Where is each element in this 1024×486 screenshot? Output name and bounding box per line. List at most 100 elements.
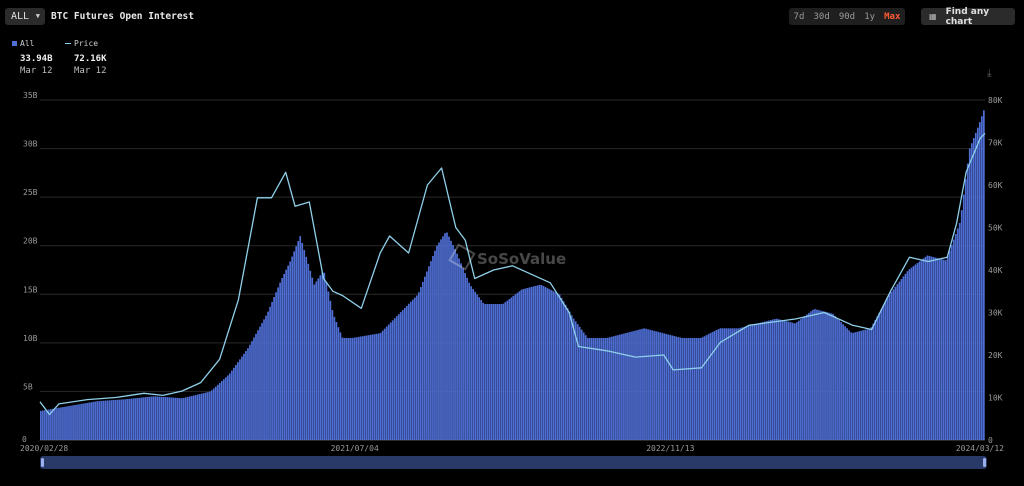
oi-bar <box>204 392 207 440</box>
oi-bar <box>162 396 165 440</box>
oi-bar <box>60 407 62 440</box>
oi-bar <box>735 328 738 440</box>
watermark: SoSoValue <box>448 243 567 271</box>
oi-bar <box>112 400 115 440</box>
range-30d[interactable]: 30d <box>813 11 830 22</box>
oi-bar <box>918 261 921 440</box>
oi-bar <box>202 393 205 440</box>
oi-bar <box>600 338 603 440</box>
oi-bar <box>229 373 231 440</box>
oi-bar <box>566 308 569 440</box>
oi-bar <box>222 379 225 440</box>
oi-bar <box>683 338 686 440</box>
oi-bar <box>251 341 253 440</box>
oi-bar <box>892 289 895 440</box>
oi-bar <box>186 396 189 440</box>
x-tick-label: 2020/02/28 <box>20 444 68 453</box>
oi-bar <box>705 335 708 440</box>
oi-bar <box>550 290 553 440</box>
range-navigator[interactable] <box>40 456 987 469</box>
oi-bar <box>283 273 285 440</box>
oi-bar <box>594 338 597 440</box>
range-max[interactable]: Max <box>884 11 901 22</box>
oi-bar <box>852 332 855 440</box>
oi-bar <box>377 333 380 440</box>
range-7d[interactable]: 7d <box>793 11 805 22</box>
oi-bar <box>144 397 147 440</box>
oi-bar <box>733 328 736 440</box>
oi-bar <box>387 324 390 440</box>
legend-label-price: Price <box>74 39 99 48</box>
oi-bar <box>420 287 422 440</box>
oi-bar <box>649 329 651 440</box>
navigator-right-handle[interactable] <box>983 458 986 467</box>
oi-bar <box>78 404 80 440</box>
oi-bar <box>245 351 247 440</box>
oi-bar <box>114 399 117 440</box>
oi-bar <box>285 269 288 440</box>
sosovalue-logo-icon <box>448 243 476 271</box>
oi-bar <box>496 304 499 440</box>
oi-bar <box>771 319 774 440</box>
oi-bar <box>357 336 360 440</box>
oi-bar <box>882 305 885 440</box>
oi-bar <box>552 291 555 440</box>
oi-bar <box>70 405 72 440</box>
oi-bar <box>371 334 374 440</box>
oi-bar <box>494 304 497 440</box>
oi-bar <box>693 338 696 440</box>
oi-bar <box>894 286 897 440</box>
oi-bar <box>317 278 320 440</box>
oi-bar <box>916 262 919 440</box>
range-90d[interactable]: 90d <box>838 11 856 22</box>
oi-bar <box>816 309 818 440</box>
find-any-chart-button[interactable]: ▦ Find any chart <box>921 7 1015 27</box>
oi-bar <box>775 318 778 440</box>
oi-bar <box>361 336 364 440</box>
oi-bar <box>184 397 187 440</box>
oi-bar <box>946 256 949 440</box>
legend-item-price[interactable]: Price <box>65 39 98 48</box>
oi-bar <box>456 253 458 440</box>
oi-bar <box>647 329 649 440</box>
oi-bar <box>751 324 754 440</box>
oi-bar <box>884 301 887 440</box>
oi-bar <box>572 318 575 440</box>
oi-bar <box>239 359 241 440</box>
y-left-tick-label: 35B <box>23 91 38 100</box>
oi-bar <box>96 401 99 440</box>
oi-bar <box>890 291 893 440</box>
oi-bar <box>428 266 430 440</box>
oi-bar <box>570 315 573 440</box>
oi-bar <box>154 396 157 440</box>
watermark-text: SoSoValue <box>477 250 567 268</box>
oi-bar <box>753 324 756 440</box>
oi-bar <box>942 259 945 440</box>
price-line-layer <box>39 132 986 416</box>
oi-bar <box>42 410 44 440</box>
y-right-tick-label: 20K <box>988 351 1003 360</box>
oi-bar <box>218 382 221 440</box>
range-select-dropdown[interactable]: ALL ▼ <box>5 8 45 25</box>
oi-bar <box>349 338 352 440</box>
oi-bar <box>122 399 125 440</box>
oi-bar <box>48 409 50 440</box>
oi-bar <box>623 333 625 440</box>
navigator-left-handle[interactable] <box>41 458 44 467</box>
download-icon[interactable]: ⤓ <box>987 68 992 79</box>
oi-bar <box>912 266 915 440</box>
oi-bar <box>395 316 398 440</box>
oi-bar <box>502 303 505 440</box>
range-1y[interactable]: 1y <box>864 11 876 22</box>
oi-bar <box>315 281 318 440</box>
oi-bar <box>767 320 770 440</box>
oi-bar <box>176 397 179 440</box>
oi-bar <box>802 317 804 440</box>
oi-bar <box>405 305 408 440</box>
oi-bar <box>641 328 643 440</box>
legend-item-all[interactable]: All <box>12 39 34 48</box>
oi-bar <box>876 316 879 440</box>
oi-bar <box>389 322 392 440</box>
oi-bar <box>102 400 105 440</box>
oi-bar <box>482 302 485 440</box>
